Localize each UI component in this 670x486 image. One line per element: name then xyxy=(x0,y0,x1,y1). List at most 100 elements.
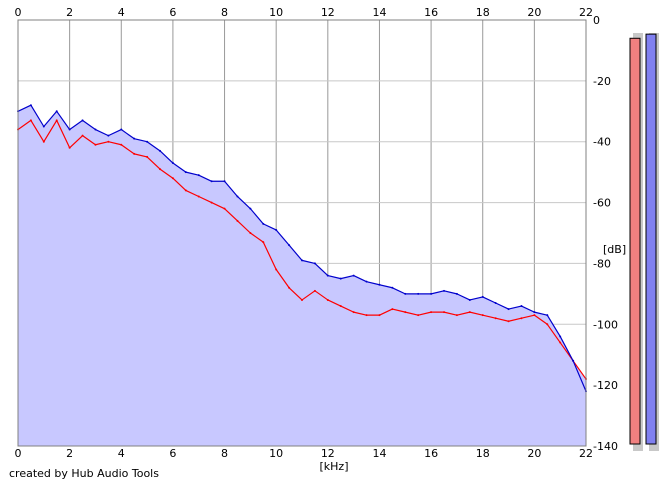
data-point xyxy=(546,314,549,317)
x-tick-label-top: 14 xyxy=(372,6,386,19)
tick-labels: 002244668810101212141416161818202022220-… xyxy=(15,6,618,460)
data-point xyxy=(249,207,252,210)
data-point xyxy=(197,174,200,177)
data-point xyxy=(391,286,394,289)
data-point xyxy=(378,283,381,286)
y-tick-label: -120 xyxy=(593,379,618,392)
data-point xyxy=(533,314,536,317)
data-point xyxy=(572,359,575,362)
plot-area-frame xyxy=(17,19,587,447)
data-point xyxy=(120,128,123,131)
level-meters xyxy=(629,33,659,451)
level-meter-bar xyxy=(645,33,657,445)
x-tick-label-top: 16 xyxy=(424,6,438,19)
data-point xyxy=(326,298,329,301)
data-point xyxy=(378,314,381,317)
data-point xyxy=(184,189,187,192)
data-point xyxy=(339,305,342,308)
x-tick-label-top: 6 xyxy=(169,6,176,19)
data-point xyxy=(365,280,368,283)
data-point xyxy=(107,134,110,137)
data-point xyxy=(301,259,303,262)
x-tick-label-bottom: 10 xyxy=(269,447,283,460)
data-point xyxy=(365,314,368,317)
data-point xyxy=(430,292,433,295)
data-point xyxy=(262,222,265,225)
data-point xyxy=(404,292,407,295)
data-point xyxy=(455,314,458,317)
y-tick-label: 0 xyxy=(593,14,600,27)
x-tick-label-bottom: 8 xyxy=(221,447,228,460)
x-tick-label-bottom: 12 xyxy=(321,447,335,460)
data-point xyxy=(443,311,445,314)
x-tick-label-bottom: 0 xyxy=(15,447,22,460)
data-point xyxy=(443,289,445,292)
data-point xyxy=(313,289,316,292)
x-tick-label-top: 22 xyxy=(579,6,593,19)
y-axis-label: [dB] xyxy=(603,243,626,256)
data-point xyxy=(236,195,239,198)
level-meter-bar xyxy=(629,37,641,445)
data-point xyxy=(430,311,433,314)
y-tick-label: -80 xyxy=(593,257,611,270)
data-point xyxy=(326,274,329,277)
x-tick-label-bottom: 14 xyxy=(372,447,386,460)
data-point xyxy=(184,171,187,174)
data-point xyxy=(223,207,226,210)
x-tick-label-top: 0 xyxy=(15,6,22,19)
data-point xyxy=(210,201,213,204)
x-tick-label-bottom: 16 xyxy=(424,447,438,460)
y-tick-label: -60 xyxy=(593,197,611,210)
y-tick-label: -40 xyxy=(593,136,611,149)
x-tick-label-top: 12 xyxy=(321,6,335,19)
data-point xyxy=(55,110,58,113)
data-point xyxy=(146,140,149,143)
data-point xyxy=(210,180,213,183)
series-lines xyxy=(17,104,587,393)
x-axis-label: [kHz] xyxy=(320,460,349,473)
x-tick-label-top: 4 xyxy=(118,6,125,19)
x-tick-label-bottom: 4 xyxy=(118,447,125,460)
data-point xyxy=(55,119,58,122)
x-tick-label-top: 2 xyxy=(66,6,73,19)
x-tick-label-bottom: 20 xyxy=(527,447,541,460)
data-point xyxy=(81,134,84,137)
y-tick-label: -20 xyxy=(593,75,611,88)
data-point xyxy=(159,168,161,171)
data-point xyxy=(197,195,200,198)
data-point xyxy=(133,137,136,140)
data-point xyxy=(288,244,291,247)
data-point xyxy=(275,268,278,271)
x-tick-label-top: 10 xyxy=(269,6,283,19)
data-point xyxy=(417,314,420,317)
data-point xyxy=(494,317,497,320)
data-point xyxy=(29,119,32,122)
x-tick-label-bottom: 6 xyxy=(169,447,176,460)
data-point xyxy=(94,143,97,146)
data-point xyxy=(417,292,420,295)
x-tick-label-bottom: 22 xyxy=(579,447,593,460)
x-tick-label-top: 18 xyxy=(476,6,490,19)
data-point xyxy=(171,177,174,180)
data-point xyxy=(455,292,458,295)
data-point xyxy=(146,155,149,158)
data-point xyxy=(68,128,71,131)
data-point xyxy=(481,314,484,317)
data-point xyxy=(468,298,471,301)
data-point xyxy=(249,232,252,234)
data-point xyxy=(520,317,523,320)
x-tick-label-bottom: 2 xyxy=(66,447,73,460)
data-point xyxy=(81,119,84,122)
data-point xyxy=(133,152,136,155)
y-tick-label: -140 xyxy=(593,440,618,453)
credit-text: created by Hub Audio Tools xyxy=(9,467,159,480)
data-point xyxy=(68,146,71,149)
data-point xyxy=(223,180,226,183)
x-tick-label-bottom: 18 xyxy=(476,447,490,460)
data-point xyxy=(339,277,342,280)
x-tick-label-top: 8 xyxy=(221,6,228,19)
data-point xyxy=(29,104,32,107)
data-point xyxy=(275,228,278,231)
data-point xyxy=(520,305,523,308)
